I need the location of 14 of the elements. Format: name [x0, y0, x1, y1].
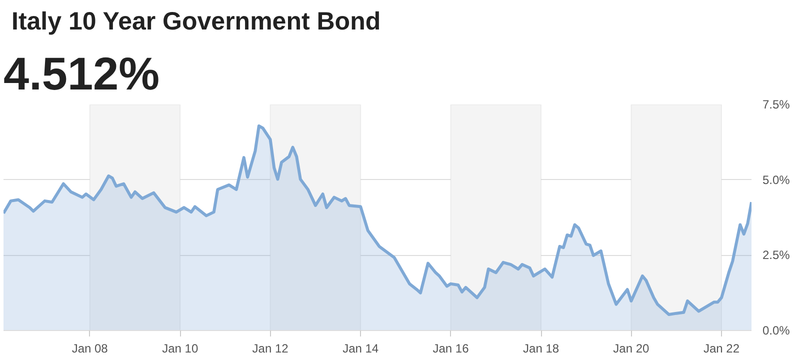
x-tick-label: Jan 14 — [342, 342, 379, 356]
y-tick-label: 2.5% — [762, 248, 790, 262]
chart-title: Italy 10 Year Government Bond — [12, 8, 381, 36]
x-tick-label: Jan 18 — [523, 342, 560, 356]
x-tick-label: Jan 20 — [613, 342, 650, 356]
x-tick-label: Jan 16 — [432, 342, 470, 356]
y-tick-label: 0.0% — [762, 324, 790, 338]
y-tick-label: 7.5% — [762, 98, 790, 112]
chart-subtitle: 4.512% — [4, 48, 160, 100]
x-tick-label: Jan 12 — [252, 342, 289, 356]
x-tick-label: Jan 10 — [162, 342, 198, 356]
x-tick-label: Jan 22 — [703, 342, 740, 356]
x-tick-label: Jan 08 — [72, 342, 108, 356]
y-tick-label: 5.0% — [762, 172, 790, 187]
